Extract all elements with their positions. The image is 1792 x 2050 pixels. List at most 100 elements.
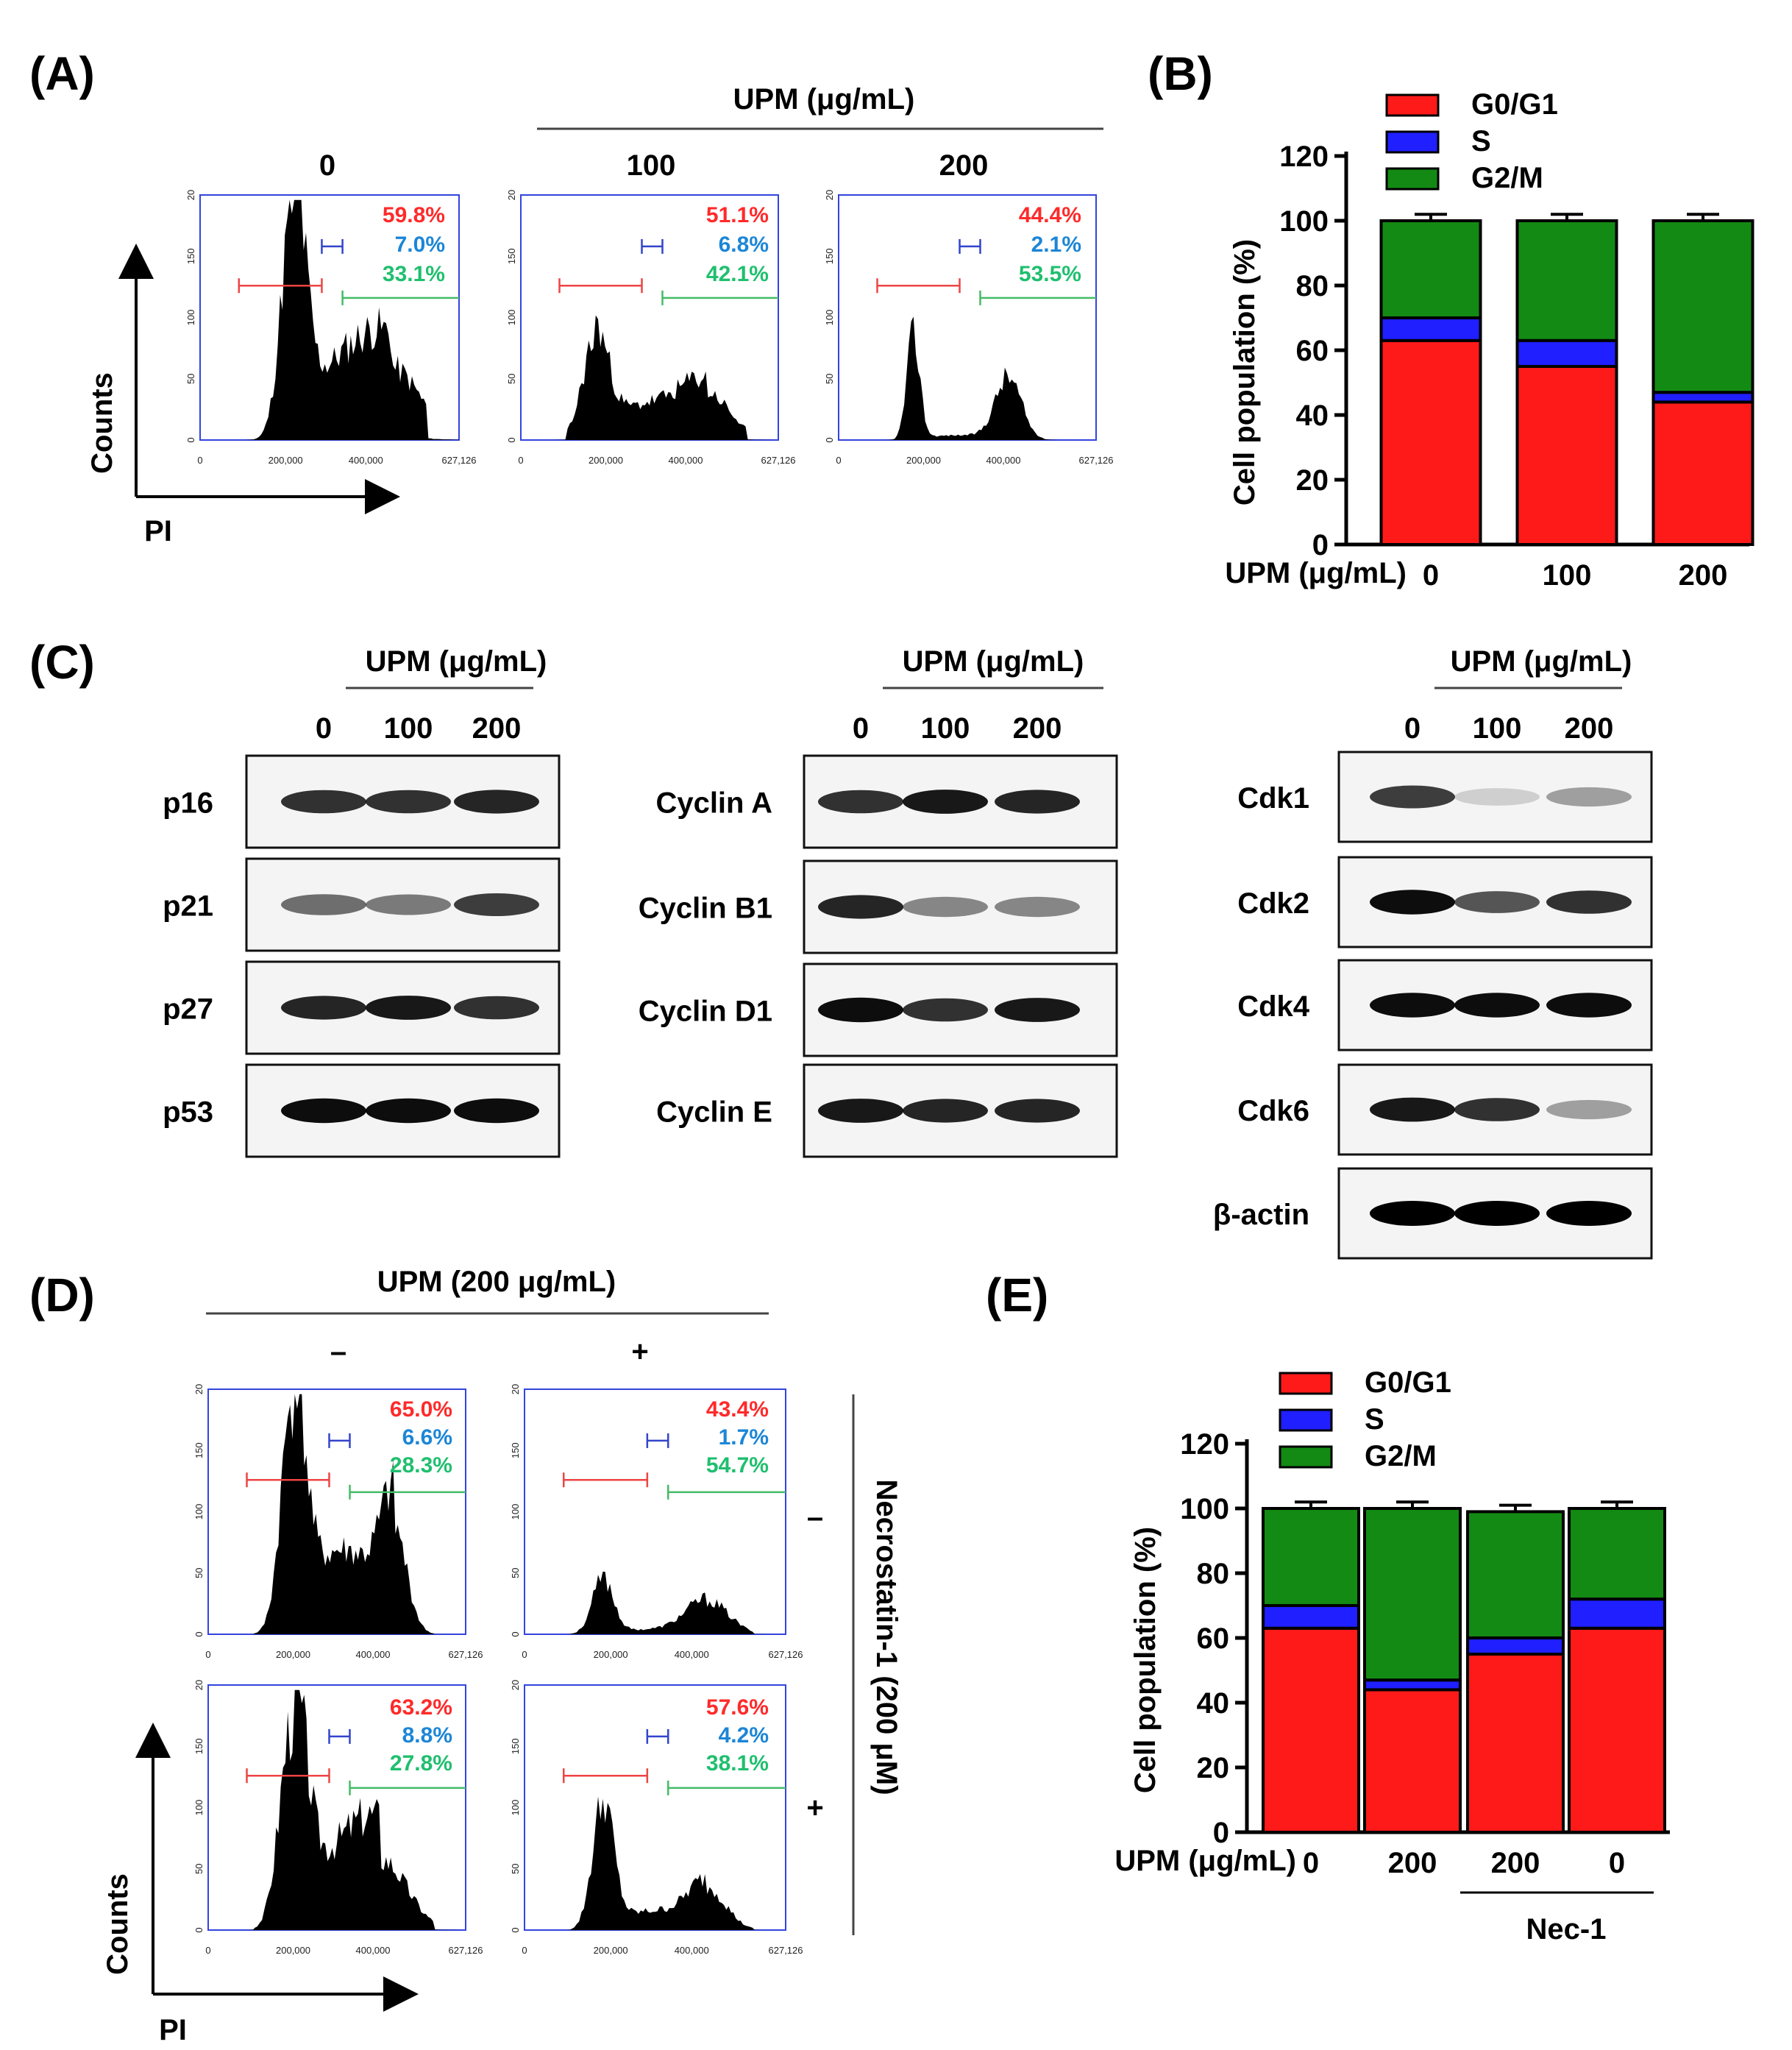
band bbox=[1546, 890, 1632, 914]
y-tick-label: 150 bbox=[510, 1442, 521, 1458]
x-tick-label: 200,000 bbox=[276, 1945, 310, 1956]
pct-g2m: 38.1% bbox=[706, 1751, 769, 1776]
x-tick-label: 400,000 bbox=[669, 455, 703, 466]
band bbox=[1546, 1099, 1632, 1120]
histogram-a-0: 0 200,000 400,000 627,126 0 50 100 150 20 bbox=[185, 190, 477, 466]
gate-g0g1 bbox=[876, 278, 961, 294]
panel-a-col-0: 0 bbox=[319, 149, 335, 182]
x-tick-label: 200,000 bbox=[906, 455, 941, 466]
lane-label: 0 bbox=[853, 712, 869, 745]
gate-g0g1 bbox=[558, 278, 643, 294]
panel-d-percents-3: 57.6% 4.2% 38.1% bbox=[706, 1695, 769, 1776]
bar-segment-g2m bbox=[1651, 219, 1754, 394]
bar-segment-s bbox=[1379, 316, 1482, 342]
y-tick-label: 150 bbox=[193, 1738, 205, 1754]
protein-label: Cdk6 bbox=[1237, 1095, 1309, 1127]
legend-swatch bbox=[1279, 1445, 1333, 1469]
gate-s bbox=[646, 1433, 669, 1448]
panel-b-stacked-bar-chart: 0 20 40 60 80 100 120 Cell population (%) 0 100 20… bbox=[1225, 88, 1754, 592]
y-tick-label: 120 bbox=[1180, 1428, 1229, 1461]
gate-g2m bbox=[349, 1780, 466, 1795]
histogram-frame bbox=[524, 1684, 786, 1931]
y-tick-label: 150 bbox=[510, 1738, 521, 1754]
lane-label: 200 bbox=[472, 712, 522, 745]
x-tick-label: 627,126 bbox=[449, 1945, 483, 1956]
bar-segment-g0g1 bbox=[1379, 338, 1482, 546]
y-tick-label: 50 bbox=[193, 1568, 205, 1578]
gate-g0g1 bbox=[563, 1472, 649, 1488]
x-tick-label: 200,000 bbox=[589, 455, 623, 466]
bar-segment-s bbox=[1568, 1597, 1666, 1630]
y-tick-label: 100 bbox=[510, 1800, 521, 1816]
pct-g0g1: 59.8% bbox=[383, 203, 445, 227]
x-tick-label: 400,000 bbox=[356, 1649, 391, 1660]
y-tick-label: 20 bbox=[506, 190, 517, 200]
legend-swatch bbox=[1385, 130, 1440, 154]
panel-label-e: (E) bbox=[986, 1269, 1048, 1322]
pct-s: 7.0% bbox=[395, 233, 445, 257]
blot-header: UPM (μg/mL) bbox=[1451, 645, 1632, 678]
gate-g2m bbox=[667, 1484, 786, 1500]
x-tick-label: 0 bbox=[836, 455, 841, 466]
protein-label: β-actin bbox=[1213, 1199, 1309, 1231]
panel-label-d: (D) bbox=[29, 1269, 95, 1322]
legend-label: G0/G1 bbox=[1365, 1366, 1451, 1399]
y-tick-label: 50 bbox=[185, 374, 196, 384]
y-tick-label: 0 bbox=[510, 1927, 521, 1932]
protein-label: Cdk4 bbox=[1237, 990, 1310, 1023]
band bbox=[995, 790, 1080, 814]
bar-segment-g2m bbox=[1515, 219, 1618, 342]
band bbox=[818, 790, 903, 814]
y-axis-label: Cell population (%) bbox=[1229, 239, 1261, 506]
band bbox=[281, 894, 366, 915]
lane-label: 0 bbox=[316, 712, 332, 745]
band bbox=[995, 1099, 1080, 1123]
bar-segment-g2m bbox=[1262, 1507, 1360, 1607]
band bbox=[454, 790, 539, 814]
panel-d-percents-2: 63.2% 8.8% 27.8% bbox=[390, 1695, 452, 1776]
bar-segment-g2m bbox=[1466, 1510, 1565, 1639]
band bbox=[1454, 1201, 1540, 1226]
panel-a-upm-header: UPM (μg/mL) bbox=[733, 83, 915, 116]
band bbox=[1370, 785, 1455, 809]
y-tick-label: 20 bbox=[193, 1384, 205, 1394]
panel-e-stacked-bar-chart: 0 20 40 60 80 100 120 Cell population (%) 0 200 20… bbox=[1114, 1366, 1670, 1946]
histogram-d-upm-plus-nec-plus: 0 200,000 400,000 627,126 0 50 100 150 20 bbox=[510, 1680, 803, 1956]
pct-g2m: 28.3% bbox=[390, 1453, 452, 1478]
y-tick-label: 150 bbox=[506, 248, 517, 264]
x-tick-label: 627,126 bbox=[769, 1649, 803, 1660]
legend-label: G2/M bbox=[1471, 162, 1543, 194]
y-tick-label: 0 bbox=[1312, 529, 1329, 561]
y-tick-label: 20 bbox=[1197, 1752, 1230, 1784]
band bbox=[818, 997, 903, 1023]
bar-segment-g0g1 bbox=[1651, 400, 1754, 547]
y-tick-label: 40 bbox=[1296, 400, 1329, 432]
protein-label: p21 bbox=[163, 890, 213, 923]
protein-label: p53 bbox=[163, 1096, 213, 1129]
blot-header: UPM (μg/mL) bbox=[366, 645, 547, 678]
pct-g2m: 42.1% bbox=[706, 262, 769, 286]
x-tick-label: 0 bbox=[197, 455, 202, 466]
panel-a-y-axis-label: Counts bbox=[86, 372, 118, 474]
y-tick-label: 50 bbox=[824, 374, 835, 384]
lane-label: 0 bbox=[1404, 712, 1421, 745]
histogram-area bbox=[525, 1796, 786, 1930]
x-tick-label: 627,126 bbox=[761, 455, 796, 466]
panel-label-c: (C) bbox=[29, 636, 95, 689]
y-tick-label: 50 bbox=[510, 1568, 521, 1578]
band bbox=[995, 896, 1080, 918]
bar-segment-g2m bbox=[1379, 219, 1482, 319]
panel-d-row-plus: + bbox=[806, 1792, 823, 1824]
legend-swatch bbox=[1279, 1372, 1333, 1395]
x-tick-label: 627,126 bbox=[449, 1649, 483, 1660]
y-tick-label: 0 bbox=[185, 437, 196, 442]
y-axis-label: Cell population (%) bbox=[1129, 1527, 1162, 1793]
band bbox=[903, 998, 988, 1022]
panel-a-col-1: 100 bbox=[627, 149, 676, 182]
pct-g0g1: 51.1% bbox=[706, 203, 769, 227]
y-tick-label: 20 bbox=[193, 1680, 205, 1690]
gate-g2m bbox=[979, 290, 1096, 305]
blot-header: UPM (μg/mL) bbox=[903, 645, 1084, 678]
bar-segment-g0g1 bbox=[1262, 1626, 1360, 1834]
